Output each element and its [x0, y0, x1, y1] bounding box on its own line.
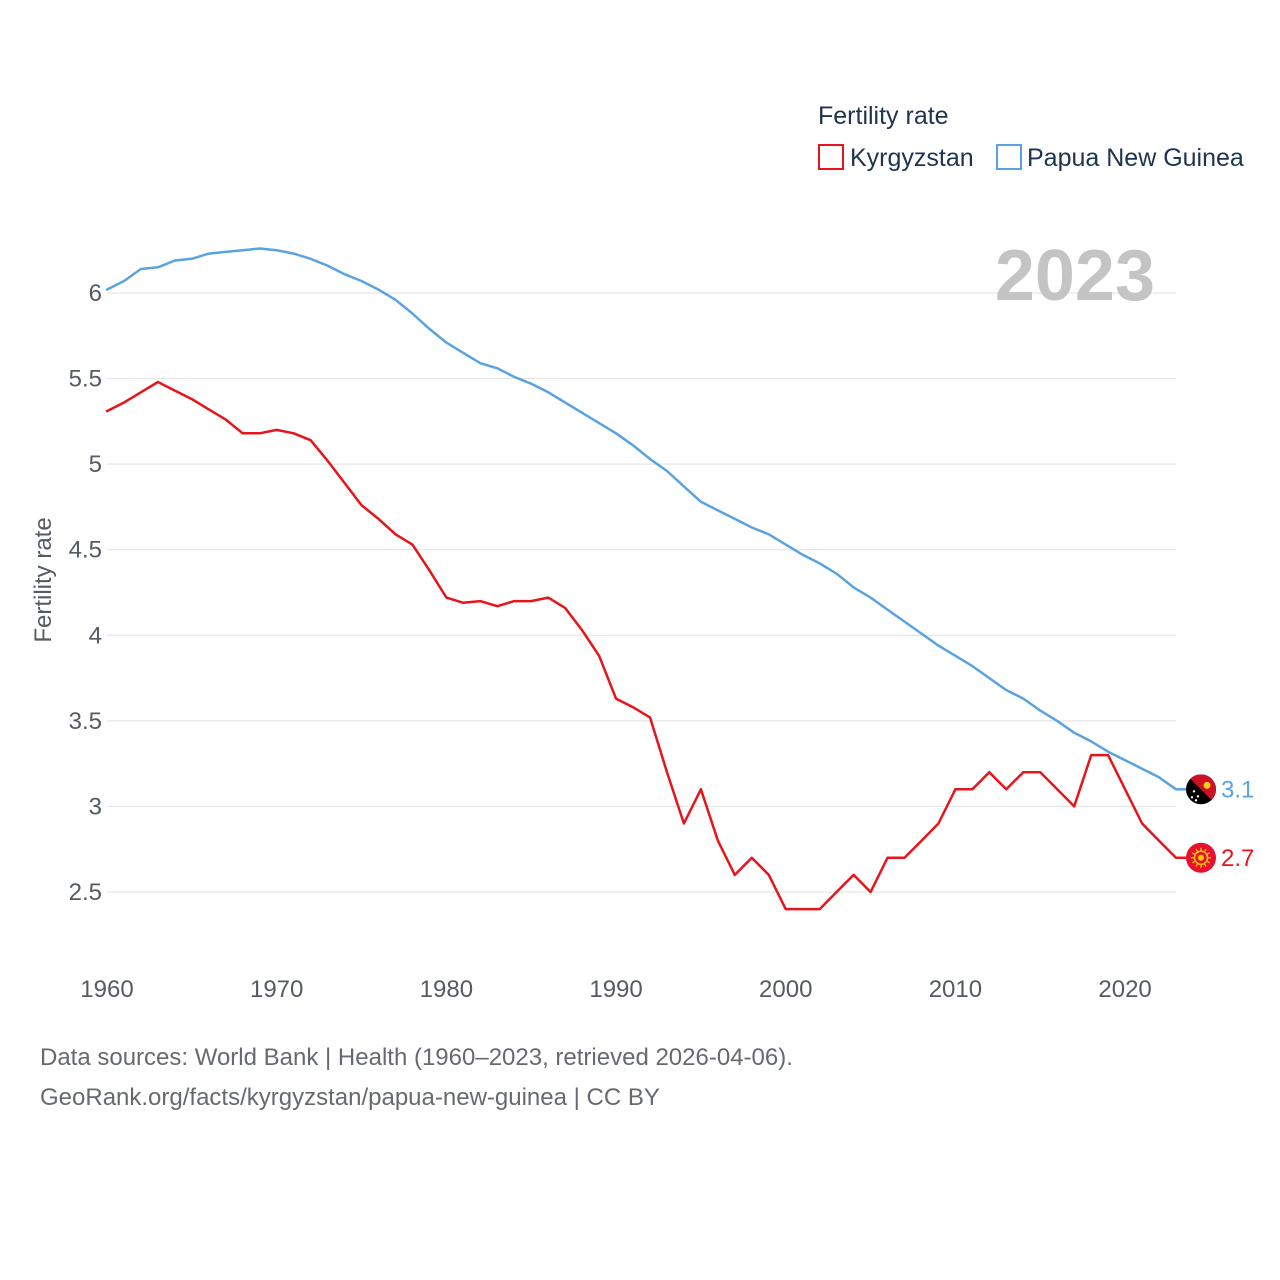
series-lines: [105, 247, 1178, 911]
y-axis-title: Fertility rate: [30, 517, 57, 642]
y-tick-label: 3: [89, 793, 102, 820]
x-tick-label: 2020: [1098, 976, 1151, 1003]
x-tick-label: 2010: [929, 976, 982, 1003]
y-tick-label: 5: [89, 451, 102, 478]
y-axis: 2.5 3 3.5 4 4.5 5 5.5 6: [69, 280, 102, 906]
x-tick-label: 1970: [250, 976, 303, 1003]
y-tick-label: 4.5: [69, 537, 102, 564]
data-sources-text: Data sources: World Bank | Health (1960–…: [40, 1044, 793, 1071]
x-tick-label: 1980: [420, 976, 473, 1003]
legend-swatch-papua-new-guinea: [996, 144, 1022, 170]
end-value-kyrgyzstan: 2.7: [1221, 845, 1254, 872]
y-tick-label: 6: [89, 280, 102, 307]
gridlines: [107, 292, 1176, 893]
legend[interactable]: Fertility rate Kyrgyzstan Papua New Guin…: [818, 102, 1244, 172]
papua-new-guinea-flag-icon: [1186, 774, 1216, 805]
x-axis: 1960 1970 1980 1990 2000 2010 2020: [80, 976, 1151, 1003]
legend-title: Fertility rate: [818, 102, 949, 130]
current-year-label: 2023: [995, 236, 1155, 316]
y-tick-label: 2.5: [69, 879, 102, 906]
legend-item-kyrgyzstan[interactable]: Kyrgyzstan: [818, 144, 974, 172]
x-tick-label: 1960: [80, 976, 133, 1003]
legend-swatch-kyrgyzstan: [818, 144, 844, 170]
y-tick-label: 4: [89, 622, 102, 649]
x-tick-label: 2000: [759, 976, 812, 1003]
y-tick-label: 3.5: [69, 708, 102, 735]
legend-item-papua-new-guinea[interactable]: Papua New Guinea: [996, 144, 1244, 172]
legend-label-papua-new-guinea: Papua New Guinea: [1027, 144, 1244, 172]
x-tick-label: 1990: [589, 976, 642, 1003]
series-end-markers: 3.1 2.7: [1176, 774, 1254, 873]
legend-label-kyrgyzstan: Kyrgyzstan: [850, 144, 974, 172]
series-line-papua-new-guinea[interactable]: [105, 247, 1178, 791]
y-tick-label: 5.5: [69, 366, 102, 393]
end-value-papua-new-guinea: 3.1: [1221, 776, 1254, 803]
series-line-kyrgyzstan[interactable]: [105, 380, 1178, 911]
kyrgyzstan-flag-icon: [1186, 842, 1216, 873]
source-link[interactable]: GeoRank.org/facts/kyrgyzstan/papua-new-g…: [40, 1084, 660, 1111]
